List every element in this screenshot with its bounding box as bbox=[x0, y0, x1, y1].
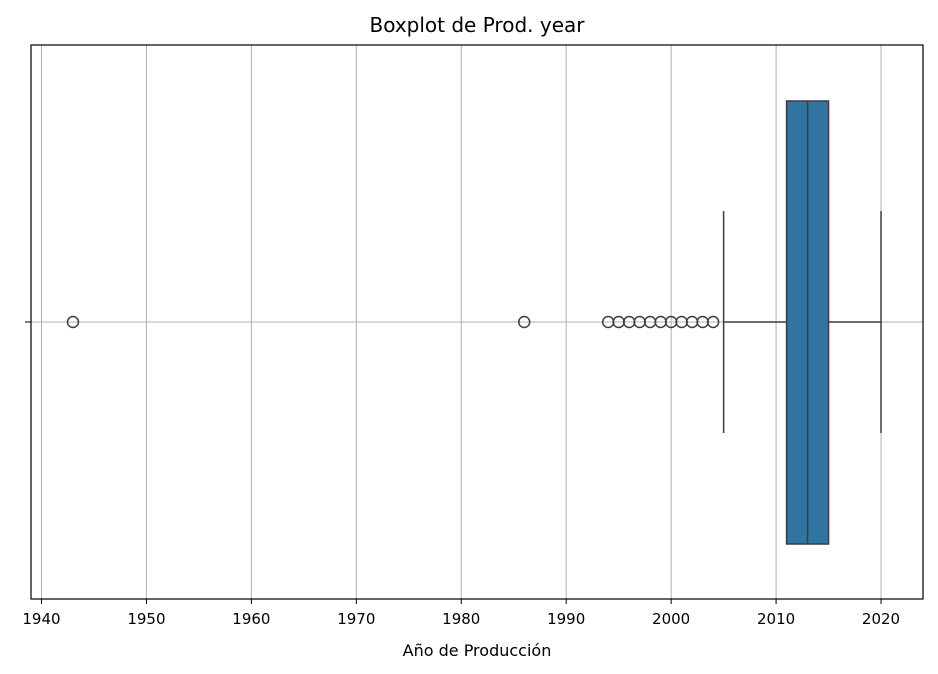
outlier-point bbox=[517, 315, 531, 329]
x-tick-label: 2000 bbox=[652, 610, 690, 628]
chart-title: Boxplot de Prod. year bbox=[370, 13, 586, 37]
x-tick-label: 1970 bbox=[337, 610, 375, 628]
outlier-point bbox=[66, 315, 80, 329]
x-axis-label: Año de Producción bbox=[403, 641, 552, 660]
x-axis: 1940 1950 1960 1970 1980 1990 2000 2010 2020 bbox=[22, 321, 900, 628]
plot-marks bbox=[66, 100, 882, 545]
x-tick-label: 1950 bbox=[127, 610, 165, 628]
outlier-point bbox=[706, 315, 720, 329]
x-tick-label: 2010 bbox=[757, 610, 795, 628]
x-tick-label: 1990 bbox=[547, 610, 585, 628]
x-tick-label: 1980 bbox=[442, 610, 480, 628]
x-tick-label: 1940 bbox=[22, 610, 60, 628]
x-tick-label: 2020 bbox=[862, 610, 900, 628]
x-tick-label: 1960 bbox=[232, 610, 270, 628]
